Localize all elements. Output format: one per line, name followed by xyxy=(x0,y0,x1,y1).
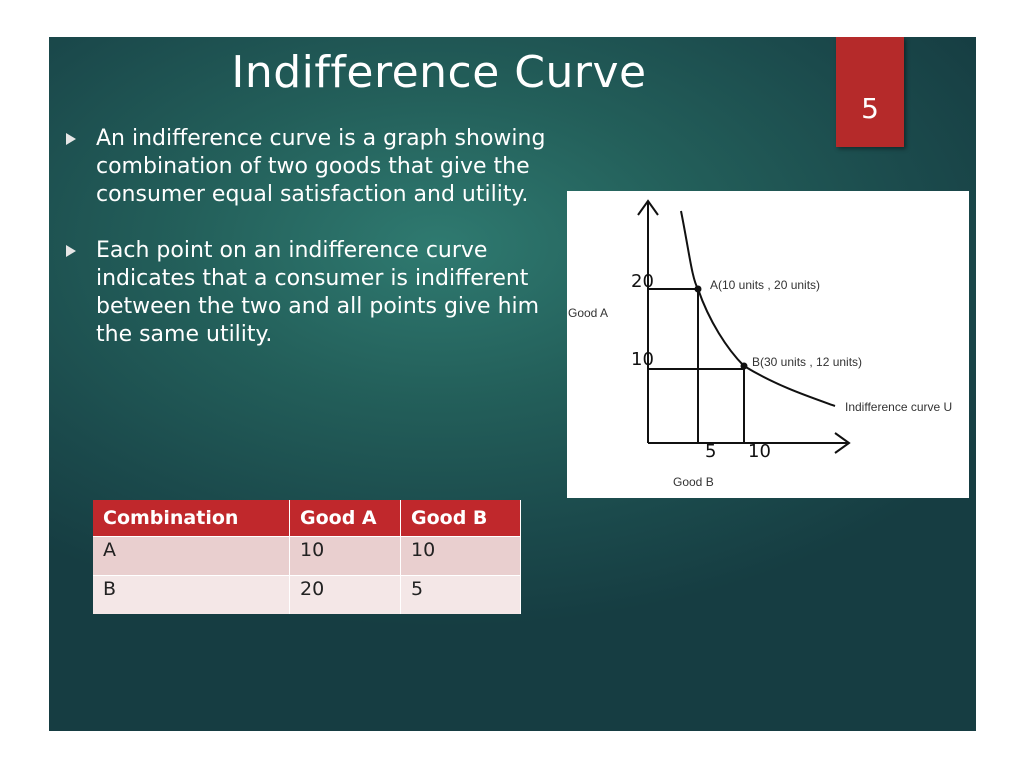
y-tick-label: 20 xyxy=(631,271,654,292)
table-cell: A xyxy=(93,536,290,576)
combination-table: Combination Good A Good B A 10 10 B 20 5 xyxy=(93,500,521,614)
bullet-text: An indifference curve is a graph showing… xyxy=(96,126,546,207)
indifference-curve xyxy=(680,210,836,407)
bullet-item: An indifference curve is a graph showing… xyxy=(63,125,563,209)
x-tick-label: 10 xyxy=(748,441,771,462)
y-axis-label: Good A xyxy=(568,306,608,320)
curve-label: Indifference curve U xyxy=(845,400,952,414)
y-tick-label: 10 xyxy=(631,349,654,370)
slide-title: Indifference Curve xyxy=(231,47,647,98)
bullet-item: Each point on an indifference curve indi… xyxy=(63,237,563,349)
slide: Indifference Curve 5 An indifference cur… xyxy=(49,37,976,731)
table-cell: B xyxy=(93,575,290,614)
point-a-label: A(10 units , 20 units) xyxy=(710,278,820,292)
table-cell: 20 xyxy=(289,575,401,614)
indifference-curve-graph: Good A Good B 20 10 5 10 A(10 units , 20… xyxy=(567,191,969,498)
bullet-text: Each point on an indifference curve indi… xyxy=(96,238,540,347)
bullet-list: An indifference curve is a graph showing… xyxy=(63,125,563,377)
page-number-badge: 5 xyxy=(836,37,904,147)
table-cell: 10 xyxy=(400,536,521,576)
x-axis-label: Good B xyxy=(673,475,714,489)
x-tick-label: 5 xyxy=(705,441,716,462)
point-b xyxy=(740,362,748,370)
graph-svg: Good A Good B 20 10 5 10 A(10 units , 20… xyxy=(568,199,952,489)
column-header: Combination xyxy=(93,500,290,537)
column-header: Good B xyxy=(400,500,521,537)
point-b-label: B(30 units , 12 units) xyxy=(752,355,862,369)
y-axis-arrow-icon xyxy=(637,199,659,216)
column-header: Good A xyxy=(289,500,401,537)
table-cell: 5 xyxy=(400,575,521,614)
x-axis-arrow-icon xyxy=(834,432,851,454)
table-header-row: Combination Good A Good B xyxy=(93,500,521,537)
table-row: B 20 5 xyxy=(93,575,521,614)
triangle-bullet-icon xyxy=(66,133,76,145)
table-cell: 10 xyxy=(289,536,401,576)
triangle-bullet-icon xyxy=(66,245,76,257)
table-row: A 10 10 xyxy=(93,536,521,576)
point-a xyxy=(694,285,702,293)
